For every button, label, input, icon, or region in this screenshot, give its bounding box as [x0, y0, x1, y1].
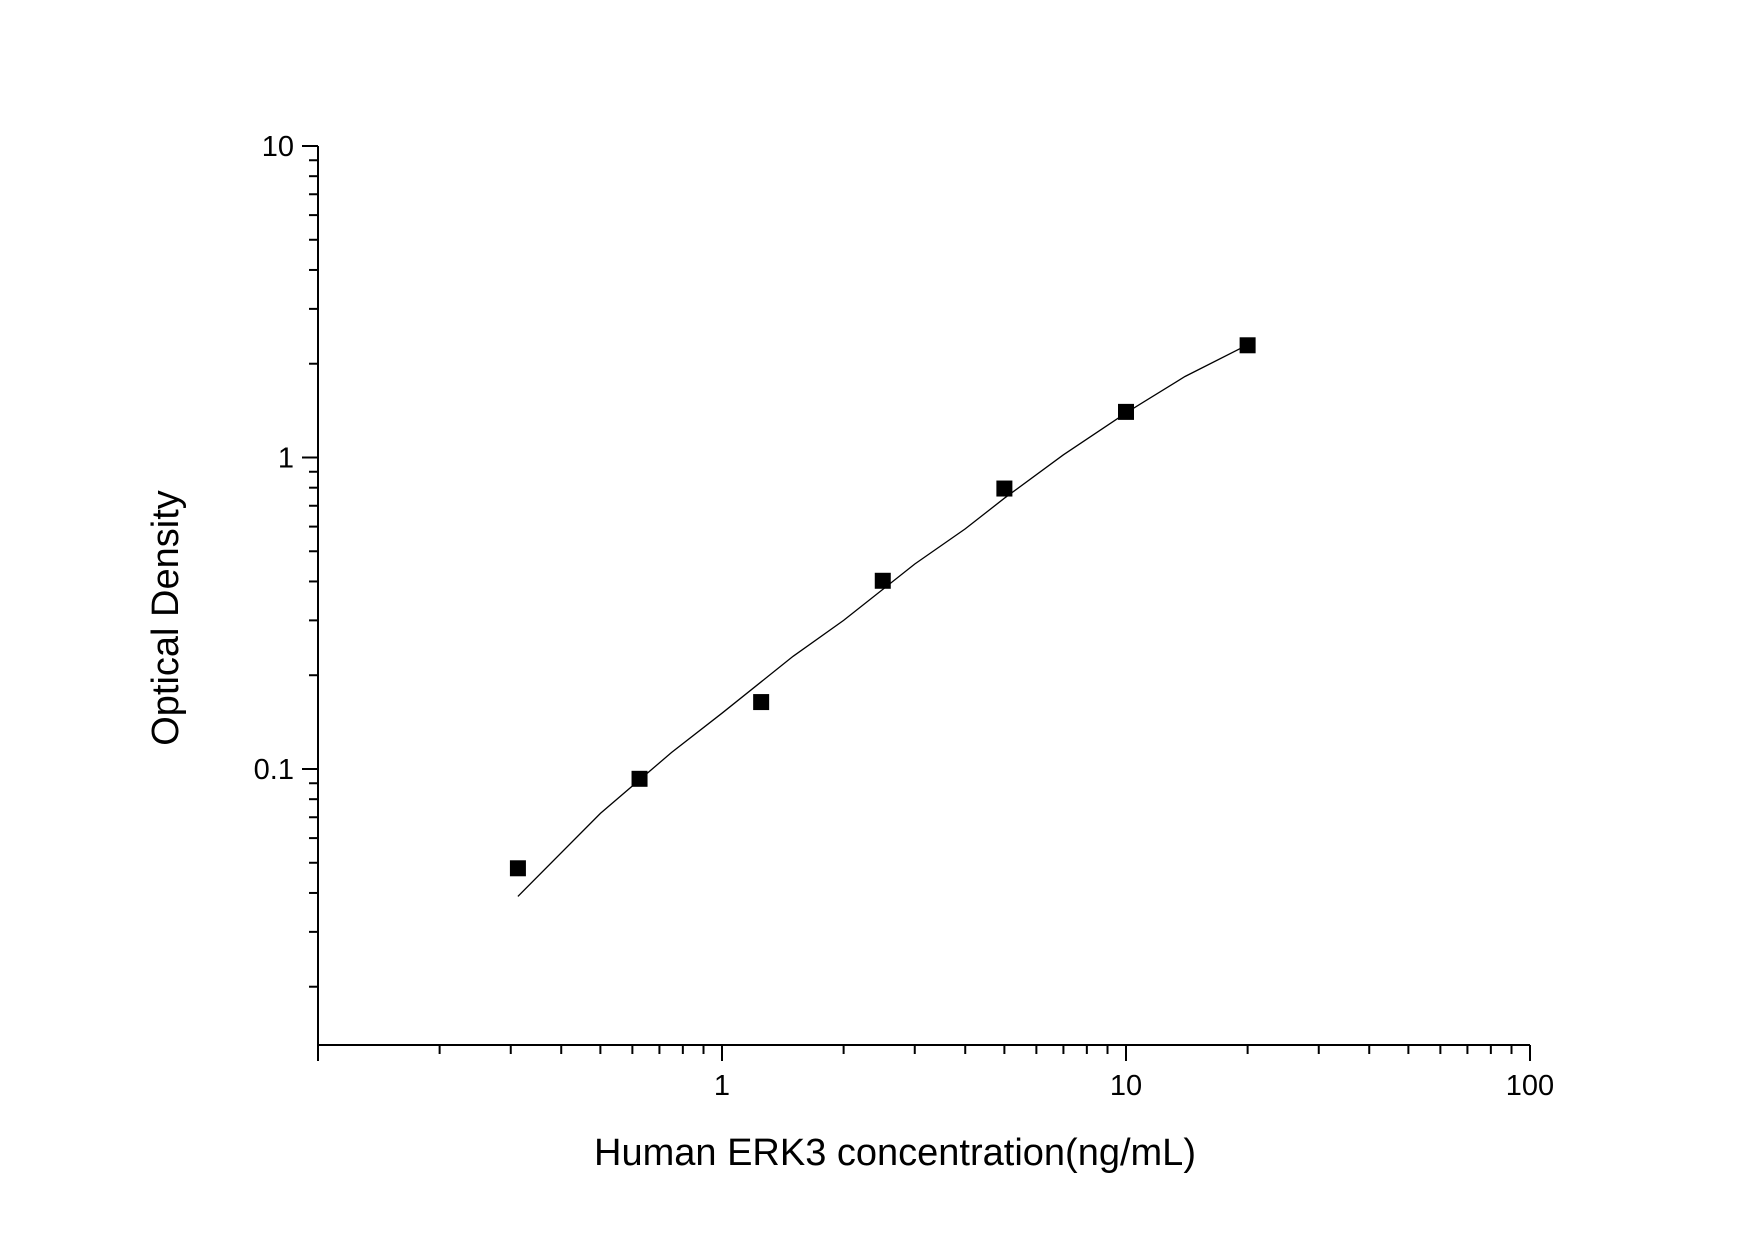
y-axis-ticks: 0.1 1 10	[254, 131, 318, 988]
data-point-marker	[874, 572, 891, 589]
x-axis-ticks: 1 10 100	[317, 1045, 1554, 1102]
y-tick-label: 1	[278, 442, 294, 474]
data-point-marker	[996, 480, 1013, 497]
data-point-marker	[1239, 337, 1256, 354]
data-points	[509, 337, 1256, 877]
data-point-marker	[753, 694, 770, 711]
x-tick-label: 100	[1506, 1070, 1554, 1102]
data-point-marker	[509, 860, 526, 877]
x-tick-label: 10	[1110, 1070, 1142, 1102]
y-tick-label: 0.1	[254, 754, 294, 786]
axes	[317, 146, 1530, 1046]
data-point-marker	[1118, 403, 1134, 420]
x-axis-title: Human ERK3 concentration(ng/mL)	[594, 1132, 1196, 1174]
y-axis-title: Optical Density	[145, 490, 187, 746]
data-point-marker	[631, 770, 648, 787]
x-tick-label: 1	[714, 1070, 730, 1102]
y-tick-label: 10	[262, 131, 294, 163]
